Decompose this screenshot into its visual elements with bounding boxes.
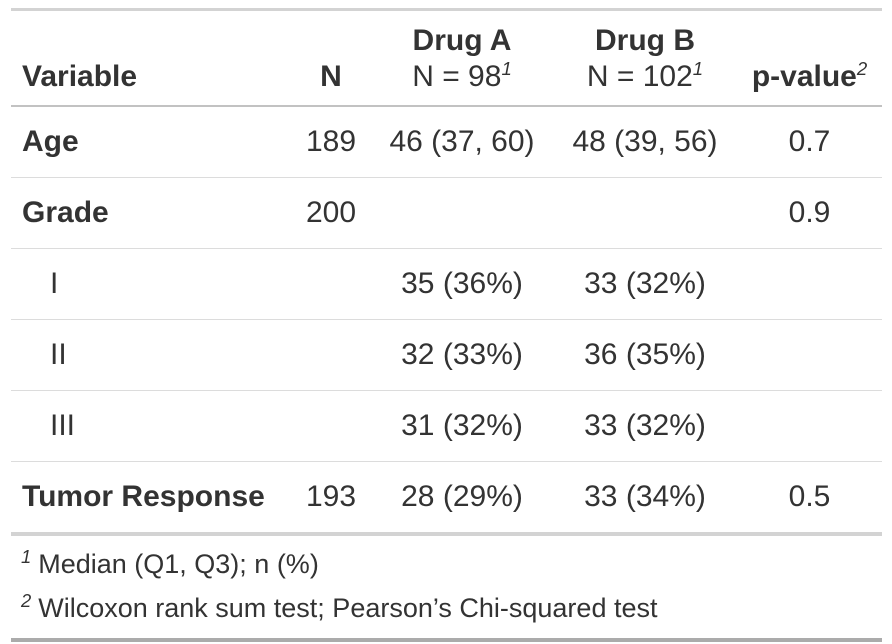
cell-variable: I — [50, 267, 59, 300]
footnote-marker: 1 — [692, 58, 704, 79]
footnote-marker: 1 — [501, 58, 512, 79]
cell-n: 189 — [305, 125, 357, 158]
header-row: Variable N Drug A N = 981 Drug B N = 102… — [11, 9, 882, 107]
table-row: I 35 (36%) 33 (32%) — [11, 248, 882, 320]
cell-n — [291, 391, 371, 462]
cell-p-value: 0.5 — [788, 480, 831, 513]
footnote-row: 1 Median (Q1, Q3); n (%) — [11, 532, 882, 588]
cell-drug-a: 32 (33%) — [401, 338, 523, 371]
cell-n: 193 — [305, 480, 357, 513]
col-header-drug-b-sublabel: N = 1021 — [557, 59, 733, 95]
cell-p-value: 0.7 — [788, 125, 831, 158]
cell-drug-a: 46 (37, 60) — [389, 125, 535, 158]
cell-variable: III — [50, 409, 76, 442]
footnote-text: 1 Median (Q1, Q3); n (%) — [11, 532, 882, 588]
col-header-variable: Variable — [11, 9, 291, 107]
cell-drug-b: 33 (34%) — [584, 480, 706, 513]
table-row: III 31 (32%) 33 (32%) — [11, 390, 882, 462]
cell-variable: II — [50, 338, 67, 371]
cell-p-value — [737, 391, 882, 462]
cell-p-value — [737, 320, 882, 391]
col-header-drug-b: Drug B N = 1021 — [553, 9, 737, 107]
table-row: Tumor Response 193 28 (29%) 33 (34%) 0.5 — [11, 461, 882, 535]
footnote-marker: 2 — [21, 590, 32, 611]
drug-b-n-text: N = 102 — [586, 60, 693, 93]
cell-p-value — [737, 249, 882, 320]
col-header-drug-b-label: Drug B — [595, 24, 695, 57]
col-header-n: N — [291, 9, 371, 107]
drug-a-n-text: N = 98 — [412, 60, 502, 93]
cell-drug-b — [553, 178, 737, 249]
table-row: Grade 200 0.9 — [11, 177, 882, 249]
table-row: Age 189 46 (37, 60) 48 (39, 56) 0.7 — [11, 106, 882, 178]
cell-drug-a — [371, 178, 553, 249]
col-header-drug-a-label: Drug A — [412, 24, 512, 57]
cell-drug-a: 31 (32%) — [401, 409, 523, 442]
cell-drug-b: 33 (32%) — [584, 267, 706, 300]
cell-variable: Grade — [22, 196, 109, 229]
cell-p-value: 0.9 — [788, 196, 831, 229]
footnote-text: 2 Wilcoxon rank sum test; Pearson’s Chi-s… — [21, 590, 658, 623]
cell-drug-a: 35 (36%) — [401, 267, 523, 300]
cell-n: 200 — [305, 196, 357, 229]
col-header-drug-a-sublabel: N = 981 — [375, 59, 549, 95]
cell-drug-b: 48 (39, 56) — [572, 125, 718, 158]
footnote-marker: 1 — [21, 546, 32, 567]
p-value-label: p-value — [751, 60, 857, 93]
col-header-p-value: p-value2 — [737, 9, 882, 107]
footnote-marker: 2 — [856, 58, 868, 79]
col-header-drug-a: Drug A N = 981 — [371, 9, 553, 107]
table-header: Variable N Drug A N = 981 Drug B N = 102… — [11, 9, 882, 107]
cell-drug-b: 36 (35%) — [584, 338, 706, 371]
cell-variable: Age — [22, 125, 79, 158]
cell-n — [291, 249, 371, 320]
cell-drug-b: 33 (32%) — [584, 409, 706, 442]
table-footnotes: 1 Median (Q1, Q3); n (%) 2 Wilcoxon rank su… — [11, 532, 882, 640]
table-body: Age 189 46 (37, 60) 48 (39, 56) 0.7 Grade 200 0… — [11, 106, 882, 534]
cell-variable: Tumor Response — [22, 480, 265, 513]
summary-table: Variable N Drug A N = 981 Drug B N = 102… — [11, 8, 882, 642]
cell-drug-a: 28 (29%) — [401, 480, 523, 513]
cell-n — [291, 320, 371, 391]
footnote-row: 2 Wilcoxon rank sum test; Pearson’s Chi-s… — [11, 588, 882, 640]
table-row: II 32 (33%) 36 (35%) — [11, 319, 882, 391]
